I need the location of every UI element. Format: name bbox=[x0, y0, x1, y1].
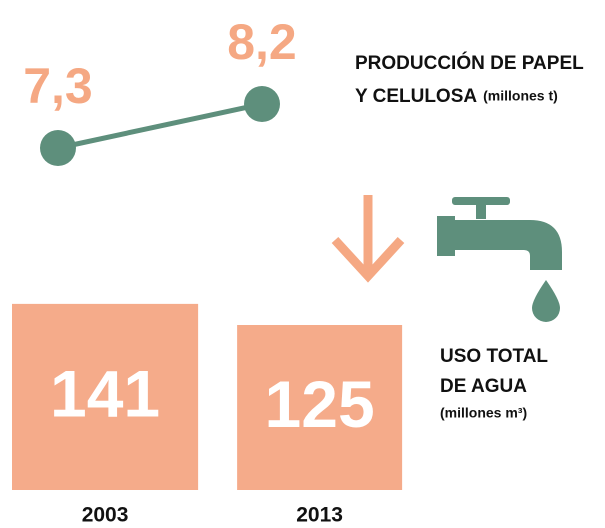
value-square bbox=[237, 325, 403, 490]
title: USO TOTAL bbox=[440, 346, 548, 367]
point bbox=[244, 86, 280, 122]
line bbox=[57, 101, 263, 151]
year-label: 2003 bbox=[82, 504, 129, 527]
value-square bbox=[12, 303, 199, 490]
tap-icon bbox=[437, 197, 562, 322]
title: DE AGUA bbox=[440, 376, 527, 397]
value-label: 125 bbox=[265, 367, 375, 441]
unit: (millones m³) bbox=[440, 405, 527, 421]
year-label: 2013 bbox=[296, 504, 343, 527]
title: Y CELULOSA bbox=[355, 86, 477, 107]
title: PRODUCCIÓN DE PAPEL bbox=[355, 52, 584, 74]
point bbox=[40, 130, 76, 166]
value-label: 8,2 bbox=[227, 14, 297, 70]
value-label: 141 bbox=[50, 356, 160, 430]
unit: (millones t) bbox=[483, 88, 558, 104]
arrow-down bbox=[331, 195, 405, 283]
value-label: 7,3 bbox=[23, 58, 93, 114]
